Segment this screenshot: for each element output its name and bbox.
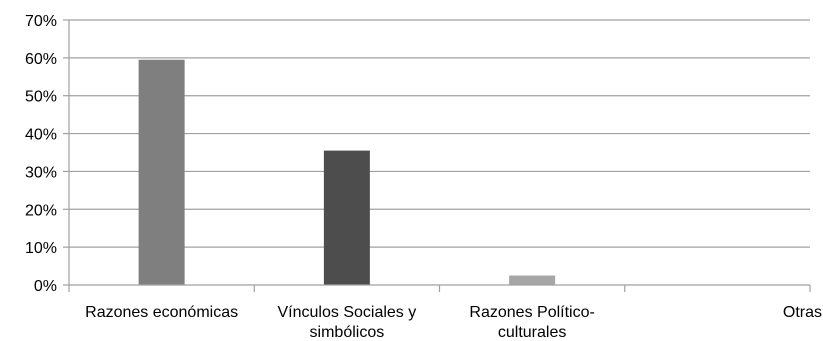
bars [138, 59, 556, 285]
x-axis-category-labels: Razones económicas Vínculos Sociales y sim… [85, 304, 822, 341]
x-category-label: Vínculos Sociales y [278, 304, 417, 321]
bar [138, 59, 185, 285]
y-tick-label: 50% [25, 89, 57, 106]
y-tick-label: 40% [25, 127, 57, 144]
x-category-label: Razones Político- [469, 304, 594, 321]
x-category-label: Razones económicas [85, 304, 238, 321]
gridlines [69, 19, 810, 248]
bar [509, 275, 556, 285]
y-tick-label: 10% [25, 240, 57, 257]
y-tick-label: 70% [25, 13, 57, 30]
y-tick-label: 0% [34, 278, 57, 295]
y-tick-label: 20% [25, 202, 57, 219]
axes [63, 19, 811, 292]
y-tick-label: 60% [25, 51, 57, 68]
bar [323, 150, 370, 285]
x-category-label: Otras [783, 304, 822, 321]
x-category-label: simbólicos [310, 324, 385, 341]
y-axis-tick-labels: 0% 10% 20% 30% 40% 50% 60% 70% [25, 13, 57, 295]
y-tick-label: 30% [25, 164, 57, 181]
x-category-label: culturales [498, 324, 566, 341]
